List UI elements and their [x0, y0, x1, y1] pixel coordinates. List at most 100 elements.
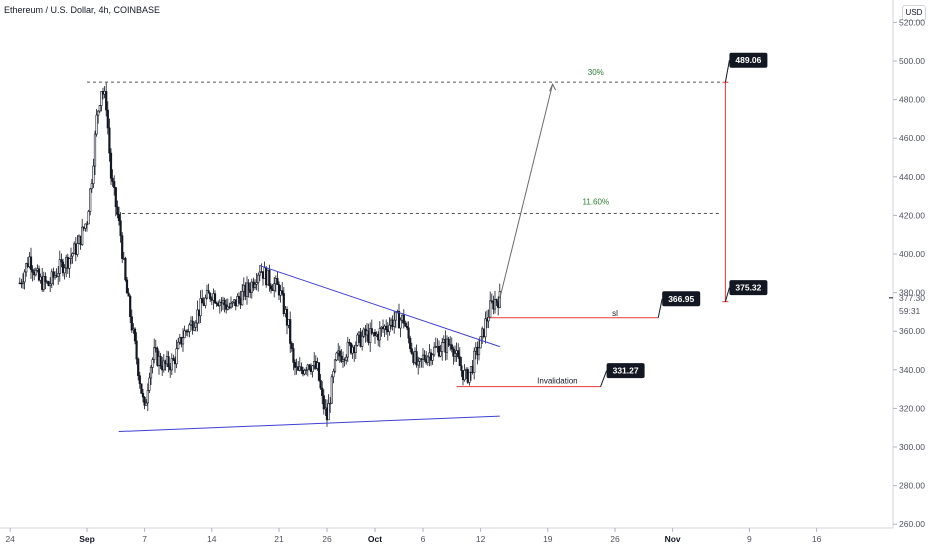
candle-body	[281, 290, 284, 294]
candle-body	[453, 353, 457, 357]
candle-body	[196, 309, 199, 324]
candle-body	[282, 293, 285, 314]
candle-body	[354, 344, 357, 353]
candle-body	[81, 226, 84, 245]
candle-body	[433, 346, 436, 356]
candle-body	[159, 355, 162, 367]
currency-button[interactable]: USD	[902, 5, 926, 21]
candle-body	[199, 298, 202, 317]
candle-body	[92, 165, 95, 184]
candle-body	[487, 317, 490, 322]
sl-callout-box	[662, 291, 701, 307]
candle-body	[151, 359, 154, 368]
candle-body	[460, 365, 463, 371]
candle-body	[145, 402, 148, 406]
candle-body	[127, 292, 130, 297]
y-tick-label: 340.00	[899, 365, 925, 375]
sl-callout-leader	[657, 298, 663, 318]
candle-body	[257, 274, 260, 283]
candle-body	[177, 341, 180, 349]
candle-body	[327, 403, 330, 421]
y-tick-label: 460.00	[899, 133, 925, 143]
candle-body	[450, 344, 453, 350]
candle-body	[289, 319, 292, 344]
x-tick-label: 19	[543, 534, 553, 544]
candle-body	[223, 299, 226, 306]
candle-body	[181, 337, 185, 345]
candle-body	[213, 293, 217, 304]
candle-body	[404, 322, 407, 327]
candle-body	[93, 133, 97, 167]
candle-body	[441, 342, 444, 352]
candle-body	[231, 301, 234, 304]
candle-body	[473, 350, 476, 373]
candle-body	[149, 367, 153, 379]
candle-body	[393, 319, 396, 327]
y-tick-label: 440.00	[899, 172, 925, 182]
candle-body	[426, 356, 429, 363]
candle-body	[447, 338, 450, 346]
candle-body	[50, 271, 53, 285]
candle-body	[321, 387, 324, 396]
candle-body	[415, 351, 418, 366]
candle-body	[25, 263, 28, 273]
y-tick-label: 320.00	[899, 403, 925, 413]
y-tick-label: 480.00	[899, 95, 925, 105]
candle-body	[402, 314, 405, 324]
candle-body	[346, 341, 349, 358]
candle-body	[241, 291, 244, 306]
support-trendline	[118, 415, 500, 433]
candle-body	[300, 366, 303, 371]
candle-body	[329, 402, 332, 405]
candle-body	[57, 273, 60, 277]
candle-body	[140, 383, 143, 394]
candle-body	[204, 297, 207, 306]
candle-body	[125, 279, 129, 294]
candle-body	[49, 283, 52, 287]
y-tick-label: 360.00	[899, 326, 925, 336]
descending-trendline	[259, 265, 500, 348]
candle-body	[193, 326, 196, 331]
candle-body	[31, 269, 34, 273]
candle-body	[356, 334, 359, 346]
range-callout-box	[729, 280, 768, 296]
candle-body	[129, 295, 132, 318]
candle-body	[117, 214, 121, 221]
y-tick-label: 300.00	[899, 442, 925, 452]
candle-body	[247, 282, 250, 291]
candle-body	[85, 223, 89, 226]
candle-body	[114, 187, 117, 208]
candle-body	[69, 255, 73, 259]
projection-arrowhead	[549, 82, 557, 92]
x-tick-label: 14	[207, 534, 217, 544]
candle-body	[273, 283, 276, 291]
candle-body	[335, 352, 338, 361]
candle-body	[405, 325, 409, 329]
mid-level-pct: 11.60%	[583, 197, 610, 206]
candle-body	[209, 293, 212, 300]
candle-body	[167, 356, 170, 368]
candle-body	[23, 271, 26, 283]
candle-body	[121, 235, 124, 259]
candle-body	[124, 258, 127, 281]
range-callout-text: 375.32	[735, 283, 761, 293]
candle-body	[305, 369, 308, 371]
candle-body	[63, 267, 66, 274]
candle-body	[269, 285, 273, 290]
candle-body	[116, 206, 119, 215]
candle-body	[111, 177, 114, 182]
candle-body	[76, 243, 79, 255]
candle-body	[229, 302, 233, 308]
candle-body	[369, 328, 372, 343]
candle-body	[95, 114, 98, 135]
candle-body	[445, 338, 449, 353]
candle-body	[322, 395, 325, 410]
candle-body	[135, 340, 138, 360]
candle-body	[378, 328, 381, 341]
candle-body	[109, 152, 113, 179]
candle-body	[106, 109, 109, 129]
candle-body	[61, 261, 65, 274]
candle-body	[137, 358, 140, 377]
y-tick-label: 500.00	[899, 56, 925, 66]
